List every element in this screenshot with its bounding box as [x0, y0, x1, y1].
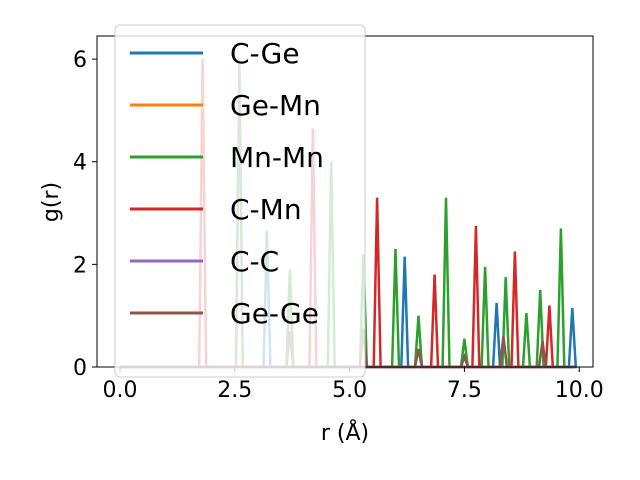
legend-label: C-Mn: [230, 193, 302, 226]
y-axis-label: g(r): [39, 182, 64, 222]
legend-label: Ge-Mn: [230, 89, 321, 122]
y-tick-label: 2: [73, 253, 87, 278]
x-tick-label: 7.5: [447, 378, 482, 403]
legend-label: C-C: [230, 245, 279, 278]
x-axis-label: r (Å): [321, 419, 369, 446]
y-tick-label: 6: [73, 48, 87, 73]
legend-box: [114, 24, 366, 378]
ticks-layer: 0.0 2.5 5.0 7.5 10.0 0 2 4 6: [73, 48, 604, 403]
legend: C-Ge Ge-Mn Mn-Mn C-Mn C-C Ge-Ge: [114, 24, 366, 378]
y-tick-label: 0: [73, 356, 87, 381]
legend-label: C-Ge: [230, 37, 300, 70]
x-tick-label: 0.0: [102, 378, 137, 403]
x-tick-label: 5.0: [332, 378, 367, 403]
legend-label: Ge-Ge: [230, 297, 319, 330]
x-tick-label: 10.0: [555, 378, 604, 403]
x-tick-label: 2.5: [217, 378, 252, 403]
y-tick-label: 4: [73, 151, 87, 176]
legend-label: Mn-Mn: [230, 141, 324, 174]
